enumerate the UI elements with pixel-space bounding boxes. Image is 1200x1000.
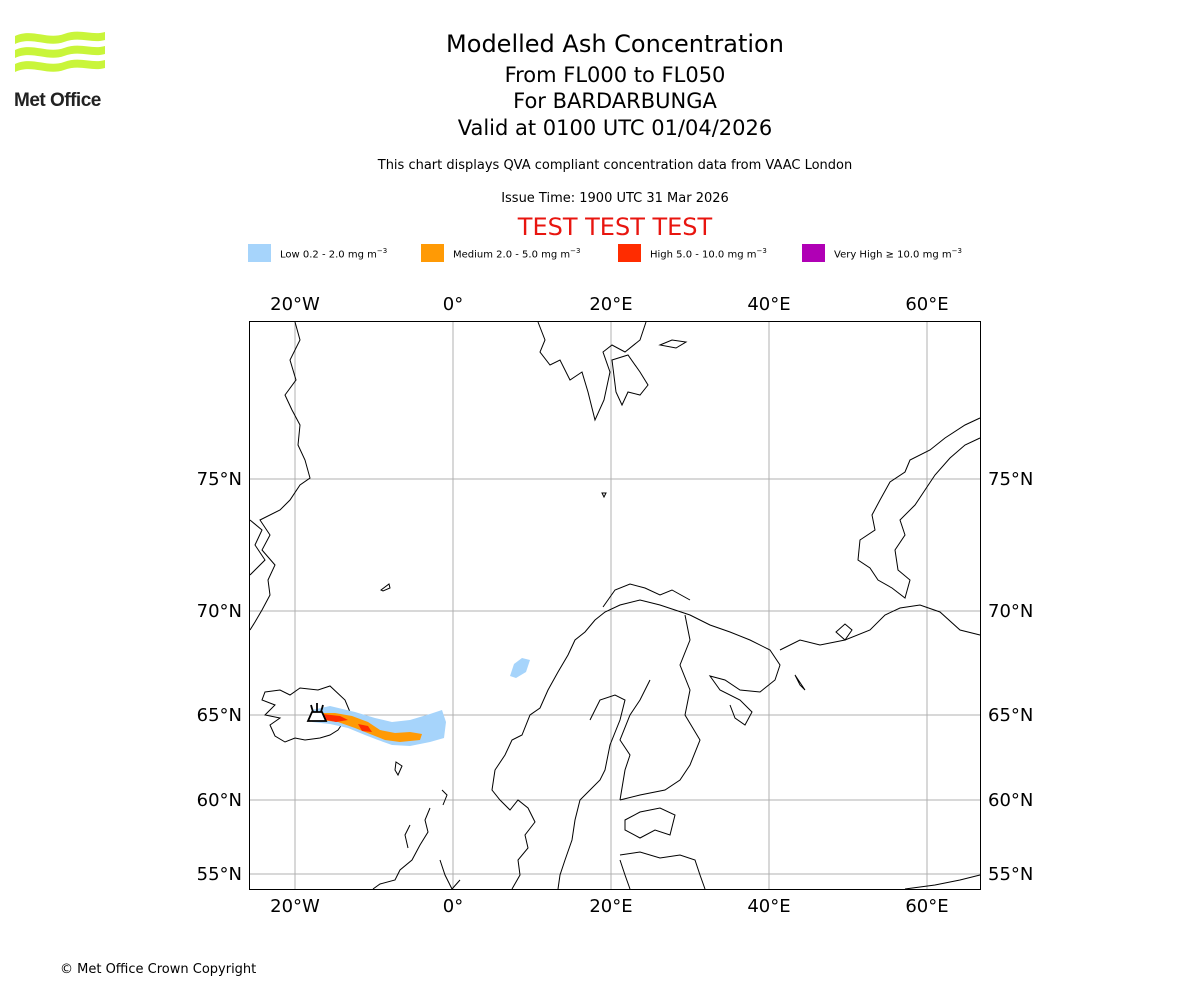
bottom-lon-label: 60°E [905,896,948,917]
top-lon-label: 40°E [747,294,790,315]
legend-swatch-medium [421,244,444,262]
bottom-longitude-labels: 20°W 0° 20°E 40°E 60°E [270,896,948,917]
right-latitude-labels: 75°N 70°N 65°N 60°N 55°N [988,469,1033,885]
right-lat-label: 65°N [988,705,1033,726]
map-frame [249,321,981,890]
top-lon-label: 20°E [589,294,632,315]
legend-label-low: Low 0.2 - 2.0 mg m [280,249,377,261]
left-lat-label: 70°N [197,601,242,622]
ash-high-area [322,714,348,722]
ash-high-area-2 [358,724,372,732]
top-longitude-labels: 20°W 0° 20°E 40°E 60°E [270,294,948,315]
left-lat-label: 55°N [197,864,242,885]
right-lat-label: 70°N [988,601,1033,622]
ash-low-area [312,706,446,746]
top-lon-label: 60°E [905,294,948,315]
legend-label-high: High 5.0 - 10.0 mg m [650,249,757,261]
legend-label-very-high: Very High ≥ 10.0 mg m [834,249,952,261]
legend-swatch-low [248,244,271,262]
bottom-lon-label: 0° [443,896,463,917]
chart-title: Modelled Ash Concentration [446,30,784,58]
right-lat-label: 75°N [988,469,1033,490]
right-lat-label: 55°N [988,864,1033,885]
legend-swatch-high [618,244,641,262]
legend-swatch-very-high [802,244,825,262]
legend-label-medium: Medium 2.0 - 5.0 mg m [453,249,571,261]
compliance-note: This chart displays QVA compliant concen… [377,158,853,173]
flight-level-range: From FL000 to FL050 [504,63,726,87]
left-lat-label: 65°N [197,705,242,726]
left-lat-label: 60°N [197,790,242,811]
valid-time: Valid at 0100 UTC 01/04/2026 [457,116,773,140]
test-banner: TEST TEST TEST [517,213,713,241]
logo-text: Met Office [14,90,101,111]
issue-time: Issue Time: 1900 UTC 31 Mar 2026 [501,191,729,206]
met-office-logo-icon [15,31,105,72]
copyright-notice: © Met Office Crown Copyright [60,962,257,977]
bottom-lon-label: 40°E [747,896,790,917]
volcano-icon [306,703,328,722]
top-lon-label: 0° [443,294,463,315]
coastlines [249,321,981,890]
top-lon-label: 20°W [270,294,320,315]
ash-low-area-detached [510,658,530,678]
right-lat-label: 60°N [988,790,1033,811]
left-latitude-labels: 75°N 70°N 65°N 60°N 55°N [197,469,242,885]
graticule [250,322,980,889]
left-lat-label: 75°N [197,469,242,490]
ash-plume [312,658,530,746]
volcano-name: For BARDARBUNGA [513,89,717,113]
bottom-lon-label: 20°W [270,896,320,917]
bottom-lon-label: 20°E [589,896,632,917]
